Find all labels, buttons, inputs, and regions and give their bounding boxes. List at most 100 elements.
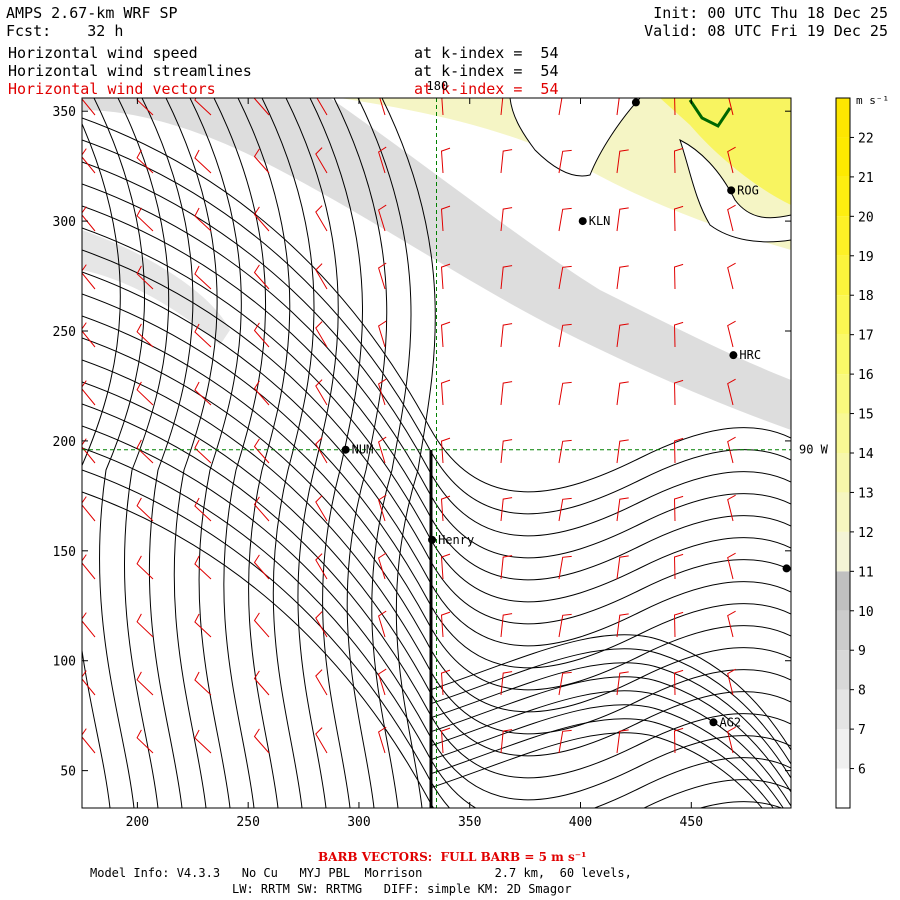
wind-barb bbox=[558, 671, 572, 696]
wind-barb bbox=[727, 726, 736, 754]
streamline-ridge bbox=[429, 662, 791, 779]
wind-barb bbox=[727, 262, 736, 290]
wind-barb bbox=[136, 671, 154, 696]
land-areas bbox=[509, 98, 791, 243]
station-label-kln: KLN bbox=[589, 214, 611, 228]
field-label-wind-speed: Horizontal wind speed bbox=[8, 44, 198, 62]
wind-barb bbox=[558, 497, 572, 522]
wind-barb bbox=[558, 265, 572, 290]
wind-barb bbox=[136, 323, 154, 348]
wind-barb bbox=[558, 439, 572, 464]
wind-barb bbox=[82, 148, 96, 174]
wind-barb bbox=[315, 495, 328, 522]
wind-barb bbox=[616, 98, 620, 116]
wind-barb bbox=[727, 610, 736, 638]
wind-barb bbox=[136, 439, 154, 464]
streamline-east bbox=[82, 293, 791, 669]
colorbar-swatch bbox=[836, 571, 850, 611]
wind-barb bbox=[500, 207, 513, 232]
wind-barb bbox=[378, 320, 387, 348]
physics-info: LW: RRTM SW: RRTMG DIFF: simple KM: 2D S… bbox=[232, 882, 572, 896]
wind-barb bbox=[378, 204, 387, 232]
wind-barb bbox=[136, 613, 154, 638]
wind-barb bbox=[500, 729, 513, 754]
streamline-ridge bbox=[429, 634, 791, 751]
wind-barb bbox=[500, 613, 513, 638]
wind-barb bbox=[440, 669, 451, 696]
wind-barb bbox=[378, 552, 387, 580]
station-label-num: NUM bbox=[352, 443, 374, 457]
streamline-west bbox=[237, 98, 291, 808]
colorbar-swatch bbox=[836, 295, 850, 335]
wind-barb bbox=[253, 264, 270, 290]
wind-barb bbox=[136, 265, 154, 290]
wind-barb bbox=[136, 729, 154, 754]
streamline-ridge bbox=[429, 690, 791, 807]
wind-barb bbox=[82, 98, 96, 116]
colorbar-label: 20 bbox=[858, 210, 874, 225]
wind-barb bbox=[253, 206, 270, 232]
colorbar-label: 18 bbox=[858, 289, 874, 304]
wind-barb bbox=[616, 729, 629, 754]
streamline-west bbox=[117, 98, 170, 808]
wind-barb bbox=[82, 264, 96, 290]
colorbar: 6 7 8 9 10 11 12 13 14 15 16 17 18 19 20 21 22 m s⁻¹ bbox=[835, 94, 889, 809]
station-dot-henry bbox=[428, 535, 437, 544]
init-time: Init: 00 UTC Thu 18 Dec 25 bbox=[653, 4, 888, 22]
wind-barb bbox=[727, 320, 736, 348]
wind-barb bbox=[727, 146, 736, 174]
wind-barb bbox=[253, 728, 270, 754]
wind-barb bbox=[500, 381, 513, 406]
streamline-west bbox=[141, 98, 194, 808]
streamline-west bbox=[285, 98, 339, 808]
wind-barb bbox=[315, 553, 328, 580]
wind-barb bbox=[558, 613, 572, 638]
wind-barb bbox=[673, 553, 684, 580]
wind-barb bbox=[378, 668, 387, 696]
wind-barb bbox=[441, 98, 444, 116]
streamline-ridge bbox=[429, 718, 774, 808]
colorbar-label: 6 bbox=[858, 763, 866, 778]
streamline-east bbox=[82, 161, 791, 537]
wind-barb bbox=[440, 437, 451, 464]
wind-barb bbox=[673, 379, 684, 406]
wind-barb bbox=[440, 727, 451, 754]
shade-band-light bbox=[82, 230, 230, 345]
wind-barb bbox=[378, 726, 387, 754]
wind-barb bbox=[316, 98, 328, 116]
wind-barb bbox=[500, 555, 513, 580]
wind-barb bbox=[500, 439, 513, 464]
wind-barb bbox=[82, 612, 96, 638]
wind-barb bbox=[440, 205, 451, 232]
wind-barb bbox=[378, 262, 387, 290]
wind-barb bbox=[616, 381, 629, 406]
streamline-ridge bbox=[429, 648, 791, 765]
colorbar-unit: m s⁻¹ bbox=[856, 94, 889, 107]
wind-barb bbox=[500, 149, 513, 174]
parallel-label: 90 W bbox=[799, 443, 829, 457]
wind-barb bbox=[673, 437, 684, 464]
y-tick-label: 300 bbox=[53, 215, 76, 230]
wind-barb bbox=[82, 728, 96, 754]
wind-barb bbox=[253, 612, 270, 638]
wind-barb bbox=[253, 670, 270, 696]
colorbar-label: 17 bbox=[858, 329, 874, 344]
wind-barb bbox=[136, 381, 154, 406]
wind-barb bbox=[82, 670, 96, 696]
wind-barb bbox=[194, 323, 212, 348]
streamline-east bbox=[82, 403, 791, 779]
wind-barb bbox=[558, 323, 572, 348]
wind-barb bbox=[253, 438, 270, 464]
wind-barb bbox=[315, 379, 328, 406]
wind-barb bbox=[558, 381, 572, 406]
wind-barb bbox=[315, 611, 328, 638]
station-label-rog: ROG bbox=[737, 183, 759, 197]
wind-barb bbox=[616, 613, 629, 638]
wind-barb bbox=[315, 205, 328, 232]
wind-barb bbox=[673, 147, 684, 174]
meridian-label: 180 bbox=[427, 79, 449, 93]
station-dot-edge bbox=[782, 564, 791, 573]
wind-barb bbox=[500, 98, 504, 116]
wind-barb bbox=[440, 553, 451, 580]
station-dot-kln bbox=[578, 217, 587, 226]
